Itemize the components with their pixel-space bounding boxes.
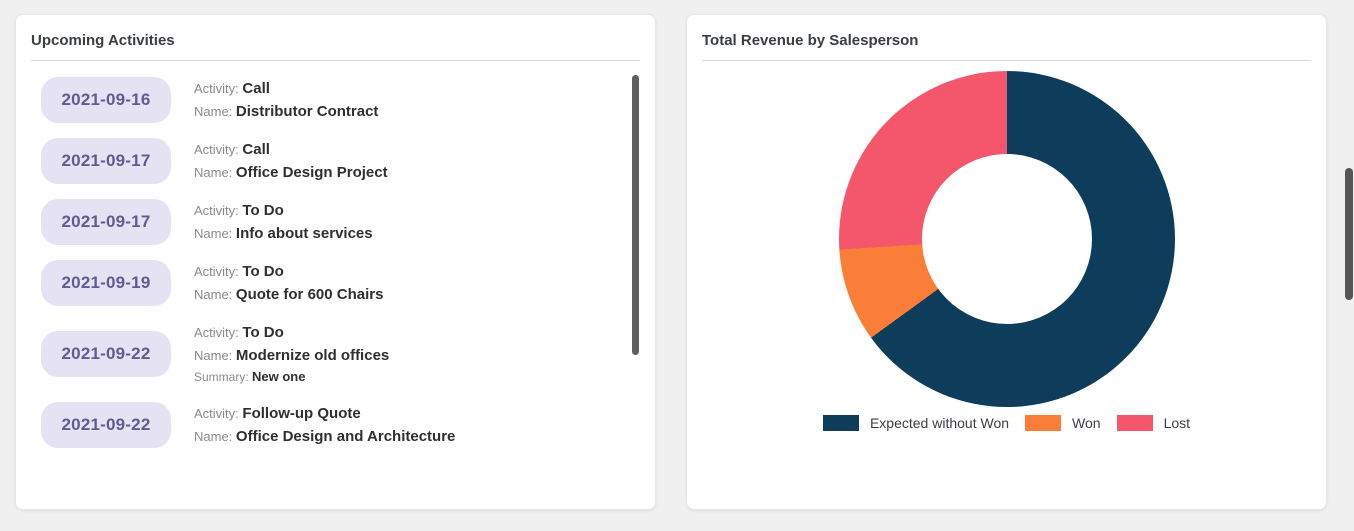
- field-value: Follow-up Quote: [242, 405, 361, 422]
- activity-info-line: Activity: To Do: [194, 260, 383, 283]
- legend-swatch: [822, 415, 859, 431]
- field-value: Quote for 600 Chairs: [235, 286, 384, 303]
- activity-info-line: Activity: Call: [194, 138, 388, 161]
- activity-info-line: Name: Office Design and Architecture: [194, 425, 455, 448]
- field-value: Office Design Project: [235, 164, 388, 181]
- legend-label: Won: [1072, 415, 1101, 431]
- activities-scrollbar[interactable]: [632, 75, 639, 355]
- activity-date-badge: 2021-09-17: [41, 199, 171, 245]
- activity-info: Activity: Call Name: Office Design Projec…: [194, 137, 388, 185]
- activity-info-line: Name: Quote for 600 Chairs: [194, 283, 383, 306]
- activity-row[interactable]: 2021-09-17 Activity: Call Name: Office Des…: [41, 137, 615, 185]
- upcoming-activities-title: Upcoming Activities: [31, 32, 175, 49]
- field-value: To Do: [242, 324, 284, 341]
- revenue-chart-card: Total Revenue by Salesperson Expected wi…: [686, 14, 1327, 510]
- field-value: Info about services: [235, 225, 373, 242]
- field-label: Activity:: [194, 142, 243, 157]
- field-label: Name:: [194, 226, 236, 241]
- activity-info-line: Activity: Follow-up Quote: [194, 402, 455, 425]
- field-value: To Do: [242, 263, 284, 280]
- activity-info-line: Activity: To Do: [194, 199, 373, 222]
- activity-date-badge: 2021-09-16: [41, 77, 171, 123]
- activity-row[interactable]: 2021-09-19 Activity: To Do Name: Quote for…: [41, 259, 615, 307]
- activity-info-line: Activity: Call: [194, 77, 378, 100]
- field-label: Activity:: [194, 325, 243, 340]
- divider: [702, 60, 1311, 61]
- field-value: To Do: [242, 202, 284, 219]
- field-label: Activity:: [194, 406, 243, 421]
- divider: [31, 60, 640, 61]
- activity-info: Activity: Call Name: Distributor Contract: [194, 76, 378, 124]
- legend-label: Lost: [1163, 415, 1191, 431]
- activity-date-badge: 2021-09-22: [41, 402, 171, 448]
- activity-date-badge: 2021-09-17: [41, 138, 171, 184]
- legend-item[interactable]: Lost: [1116, 415, 1191, 431]
- activity-row[interactable]: 2021-09-16 Activity: Call Name: Distributo…: [41, 76, 615, 124]
- field-label: Summary:: [194, 370, 253, 384]
- field-label: Name:: [194, 287, 236, 302]
- legend-swatch: [1025, 415, 1062, 431]
- activity-info: Activity: To Do Name: Modernize old offic…: [194, 320, 389, 388]
- field-value: Call: [242, 80, 270, 97]
- field-label: Name:: [194, 429, 236, 444]
- field-label: Name:: [194, 104, 236, 119]
- field-label: Name:: [194, 165, 236, 180]
- activity-info-line: Name: Distributor Contract: [194, 100, 378, 123]
- field-label: Activity:: [194, 203, 243, 218]
- field-value: Call: [242, 141, 270, 158]
- legend-label: Expected without Won: [869, 415, 1010, 431]
- page-scrollbar[interactable]: [1345, 168, 1353, 300]
- activity-row[interactable]: 2021-09-22 Activity: Follow-up Quote Name:…: [41, 401, 615, 449]
- activity-info: Activity: To Do Name: Info about services: [194, 198, 373, 246]
- field-value: Modernize old offices: [235, 347, 390, 364]
- activities-list: 2021-09-16 Activity: Call Name: Distributo…: [16, 61, 655, 491]
- field-value: Distributor Contract: [235, 103, 379, 120]
- upcoming-activities-card: Upcoming Activities 2021-09-16 Activity: …: [15, 14, 656, 510]
- donut-chart-hole: [921, 154, 1092, 324]
- donut-chart: [838, 71, 1175, 407]
- field-value: New one: [252, 369, 306, 384]
- legend-swatch: [1116, 415, 1153, 431]
- field-label: Activity:: [194, 81, 243, 96]
- field-label: Name:: [194, 348, 236, 363]
- activity-info-line: Activity: To Do: [194, 321, 389, 344]
- chart-legend: Expected without Won Won Lost: [687, 415, 1326, 431]
- revenue-chart-title: Total Revenue by Salesperson: [702, 32, 919, 49]
- activity-info-line: Name: Office Design Project: [194, 161, 388, 184]
- legend-item[interactable]: Expected without Won: [822, 415, 1010, 431]
- activity-info: Activity: Follow-up Quote Name: Office De…: [194, 401, 455, 449]
- activity-info-line: Name: Modernize old offices: [194, 344, 389, 367]
- field-value: Office Design and Architecture: [235, 428, 456, 445]
- activity-info-line: Summary: New one: [194, 367, 389, 387]
- activity-row[interactable]: 2021-09-17 Activity: To Do Name: Info abou…: [41, 198, 615, 246]
- activity-date-badge: 2021-09-19: [41, 260, 171, 306]
- activity-row[interactable]: 2021-09-22 Activity: To Do Name: Modernize…: [41, 320, 615, 388]
- activity-date-badge: 2021-09-22: [41, 331, 171, 377]
- legend-item[interactable]: Won: [1025, 415, 1101, 431]
- field-label: Activity:: [194, 264, 243, 279]
- activity-info: Activity: To Do Name: Quote for 600 Chair…: [194, 259, 383, 307]
- activity-info-line: Name: Info about services: [194, 222, 373, 245]
